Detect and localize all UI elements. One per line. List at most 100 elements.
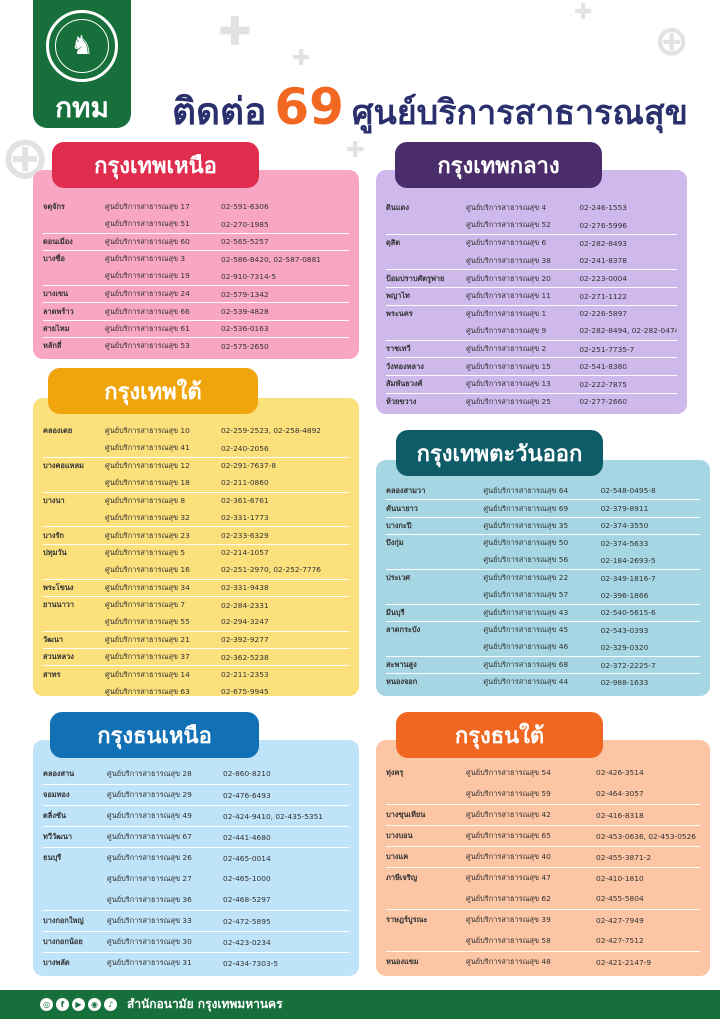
district-cell: ปทุมวัน (43, 547, 67, 557)
center-cell: ศูนย์บริการสาธารณสุข 11 (466, 291, 551, 301)
center-cell: ศูนย์บริการสาธารณสุข 1 (466, 308, 547, 318)
district-cell: ราษฎร์บูรณะ (386, 915, 428, 924)
table-row: พระนคร ศูนย์บริการสาธารณสุข 1 02-226-5897 (386, 304, 677, 323)
table-row: ป้อมปราบศัตรูพ่าย ศูนย์บริการสาธารณสุข 20… (386, 269, 677, 287)
center-cell: ศูนย์บริการสาธารณสุข 40 (466, 852, 551, 861)
table-row: ศูนย์บริการสาธารณสุข 27 02-465-1000 (43, 868, 349, 889)
phone-cell: 02-424-9410, 02-435-5351 (223, 811, 324, 821)
table-row: สวนหลวง ศูนย์บริการสาธารณสุข 37 02-362-523… (43, 648, 349, 665)
plus-decoration-icon: ✚ (292, 46, 311, 71)
district-cell: คลองสาน (43, 768, 75, 778)
center-cell: ศูนย์บริการสาธารณสุข 3 (105, 254, 186, 264)
phone-cell: 02-240-2056 (221, 443, 269, 453)
phone-cell: 02-455-3871-2 (596, 852, 652, 862)
center-cell: ศูนย์บริการสาธารณสุข 57 (483, 590, 569, 600)
phone-cell: 02-222-7875 (579, 379, 628, 389)
district-cell: ราชเทวี (386, 344, 411, 354)
district-cell: จอมทอง (43, 790, 70, 799)
center-cell: ศูนย์บริการสาธารณสุข 48 (466, 957, 551, 966)
table-row: สาทร ศูนย์บริการสาธารณสุข 14 02-211-2353 (43, 665, 349, 682)
center-cell: ศูนย์บริการสาธารณสุข 39 (466, 915, 551, 924)
center-cell: ศูนย์บริการสาธารณสุข 58 (466, 935, 551, 945)
phone-cell: 02-246-1553 (579, 203, 628, 213)
tiktok-icon[interactable]: ♪ (104, 998, 117, 1011)
center-cell: ศูนย์บริการสาธารณสุข 36 (107, 894, 192, 904)
district-cell: สัมพันธวงศ์ (386, 379, 423, 389)
plus-decoration-icon: ✚ (218, 9, 252, 55)
table-row: ศูนย์บริการสาธารณสุข 59 02-464-3057 (386, 783, 700, 804)
phone-cell: 02-184-2693-5 (600, 555, 656, 565)
region-rows: คลองเตย ศูนย์บริการสาธารณสุข 10 02-259-252… (43, 422, 349, 700)
district-cell: คลองสามวา (386, 485, 426, 495)
table-row: ศูนย์บริการสาธารณสุข 62 02-455-5804 (386, 888, 700, 909)
center-cell: ศูนย์บริการสาธารณสุข 19 (105, 271, 190, 281)
phone-cell: 02-251-7735-7 (579, 344, 635, 354)
district-cell: พระนคร (386, 308, 413, 318)
footer-bar: ◎ f ▶ ◉ ♪ สำนักอนามัย กรุงเทพมหานคร (0, 990, 720, 1019)
table-row: ประเวศ ศูนย์บริการสาธารณสุข 22 02-349-1816… (386, 568, 700, 586)
district-cell: สะพานสูง (386, 660, 417, 670)
center-cell: ศูนย์บริการสาธารณสุข 41 (105, 443, 190, 453)
region-east-panel: คลองสามวา ศูนย์บริการสาธารณสุข 64 02-548-0… (376, 460, 710, 696)
facebook-icon[interactable]: f (56, 998, 69, 1011)
phone-cell: 02-362-5238 (221, 652, 269, 662)
table-row: ศูนย์บริการสาธารณสุข 32 02-331-1773 (43, 509, 349, 526)
table-row: บึงกุ่ม ศูนย์บริการสาธารณสุข 50 02-374-563… (386, 534, 700, 551)
table-row: สัมพันธวงศ์ ศูนย์บริการสาธารณสุข 13 02-222… (386, 374, 677, 393)
center-cell: ศูนย์บริการสาธารณสุข 54 (466, 767, 551, 777)
district-cell: บางพลัด (43, 958, 70, 967)
table-row: สายไหม ศูนย์บริการสาธารณสุข 61 02-536-0163 (43, 319, 349, 337)
region-east-title: กรุงเทพตะวันออก (396, 430, 603, 476)
table-row: ดอนเมือง ศูนย์บริการสาธารณสุข 60 02-565-52… (43, 232, 349, 250)
phone-cell: 02-575-2650 (221, 341, 269, 351)
center-cell: ศูนย์บริการสาธารณสุข 30 (107, 937, 192, 946)
center-cell: ศูนย์บริการสาธารณสุข 68 (483, 660, 569, 670)
table-row: วังทองหลาง ศูนย์บริการสาธารณสุข 15 02-541-… (386, 357, 677, 375)
table-row: ภาษีเจริญ ศูนย์บริการสาธารณสุข 47 02-410-1… (386, 867, 700, 888)
phone-cell: 02-223-0004 (579, 274, 628, 284)
table-row: ปทุมวัน ศูนย์บริการสาธารณสุข 5 02-214-1057 (43, 543, 349, 561)
table-row: ศูนย์บริการสาธารณสุข 38 02-241-8378 (386, 252, 677, 270)
region-thon-south-title: กรุงธนใต้ (396, 712, 603, 758)
center-cell: ศูนย์บริการสาธารณสุข 50 (483, 538, 569, 548)
table-row: สะพานสูง ศูนย์บริการสาธารณสุข 68 02-372-22… (386, 655, 700, 673)
phone-cell: 02-441-4680 (223, 832, 271, 842)
center-cell: ศูนย์บริการสาธารณสุข 6 (466, 238, 547, 248)
region-south-panel: คลองเตย ศูนย์บริการสาธารณสุข 10 02-259-252… (33, 398, 359, 696)
website-icon[interactable]: ◉ (88, 998, 101, 1011)
table-row: บางขุนเทียน ศูนย์บริการสาธารณสุข 42 02-416… (386, 804, 700, 825)
instagram-icon[interactable]: ◎ (40, 998, 53, 1011)
page-title: ติดต่อ 69 ศูนย์บริการสาธารณสุข (172, 78, 688, 141)
center-cell: ศูนย์บริการสาธารณสุข 9 (466, 325, 547, 335)
phone-cell: 02-464-3057 (596, 789, 644, 798)
region-rows: คลองสามวา ศูนย์บริการสาธารณสุข 64 02-548-0… (386, 482, 700, 691)
district-cell: สาทร (43, 669, 61, 679)
center-cell: ศูนย์บริการสาธารณสุข 53 (105, 341, 190, 351)
district-cell: ตลิ่งชัน (43, 811, 67, 820)
center-cell: ศูนย์บริการสาธารณสุข 51 (105, 219, 190, 229)
district-cell: สวนหลวง (43, 652, 74, 662)
table-row: หลักสี่ ศูนย์บริการสาธารณสุข 53 02-575-265… (43, 337, 349, 354)
center-cell: ศูนย์บริการสาธารณสุข 61 (105, 323, 190, 333)
region-rows: จตุจักร ศูนย์บริการสาธารณสุข 17 02-591-630… (43, 198, 349, 355)
table-row: บางซื่อ ศูนย์บริการสาธารณสุข 3 02-586-8420… (43, 250, 349, 267)
phone-cell: 02-591-6306 (221, 202, 269, 212)
district-cell: ภาษีเจริญ (386, 873, 418, 882)
phone-cell: 02-586-8420, 02-587-0881 (221, 254, 322, 264)
table-row: บางรัก ศูนย์บริการสาธารณสุข 23 02-233-6329 (43, 526, 349, 543)
plus-decoration-icon: ⊕ (654, 16, 690, 65)
district-cell: สายไหม (43, 323, 70, 333)
table-row: ศูนย์บริการสาธารณสุข 58 02-427-7512 (386, 930, 700, 951)
table-row: ศูนย์บริการสาธารณสุข 19 02-910-7314-5 (43, 268, 349, 285)
phone-cell: 02-291-7637-8 (221, 461, 277, 471)
phone-cell: 02-282-8494, 02-282-0474 (579, 326, 678, 336)
center-cell: ศูนย์บริการสาธารณสุข 59 (466, 788, 551, 798)
phone-cell: 02-282-8493 (579, 238, 628, 248)
center-cell: ศูนย์บริการสาธารณสุข 5 (105, 547, 186, 557)
table-row: บางแค ศูนย์บริการสาธารณสุข 40 02-455-3871-… (386, 846, 700, 867)
phone-cell: 02-361-6761 (221, 496, 269, 506)
youtube-icon[interactable]: ▶ (72, 998, 85, 1011)
phone-cell: 02-416-8318 (596, 810, 644, 820)
center-cell: ศูนย์บริการสาธารณสุข 55 (105, 616, 190, 626)
district-cell: บางคอแหลม (43, 460, 84, 470)
